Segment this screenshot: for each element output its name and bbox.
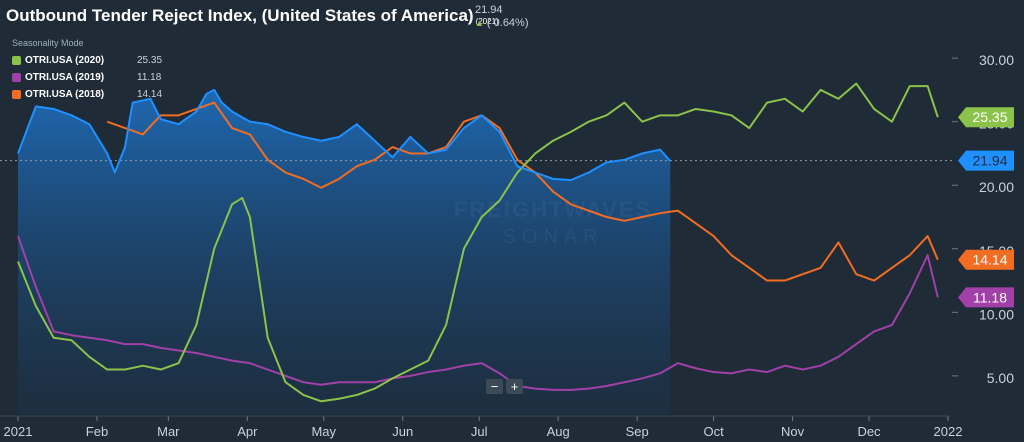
series-line-otri-usa-2020	[17, 82, 939, 403]
end-value-tag-bg	[958, 287, 1014, 308]
x-tick-label: 2022	[934, 424, 963, 439]
x-tick-label: Jun	[392, 424, 413, 439]
end-value-tag: 14.14	[958, 249, 1014, 270]
legend-name: OTRI.USA (2020)	[25, 55, 105, 66]
x-tick-label: Mar	[157, 424, 180, 439]
seasonality-mode-label: Seasonality Mode	[12, 38, 84, 48]
chart-title-year: (2021)	[475, 17, 499, 26]
x-tick-label: May	[311, 424, 336, 439]
legend-swatch	[12, 90, 21, 99]
legend-value: 25.35	[137, 55, 163, 66]
current-value: 21.94	[475, 4, 503, 16]
y-tick-label: 20.00	[979, 179, 1014, 195]
chart-title-text: Outbound Tender Reject Index, (United St…	[6, 6, 474, 25]
legend-swatch	[12, 56, 21, 65]
legend-item[interactable]: OTRI.USA (2020) 25.35	[12, 52, 162, 69]
end-value-tag: 21.94	[958, 150, 1014, 171]
series-line-otri-usa-2021	[17, 88, 672, 182]
x-tick-label: Oct	[703, 424, 724, 439]
legend: OTRI.USA (2020) 25.35 OTRI.USA (2019) 11.18…	[12, 52, 162, 103]
legend-value: 14.14	[137, 89, 163, 100]
end-value-tag-label: 21.94	[972, 153, 1007, 169]
x-tick-label: Feb	[86, 424, 108, 439]
x-tick-label: Nov	[781, 424, 805, 439]
x-tick-label: Sep	[626, 424, 649, 439]
zoom-out-button[interactable]: −	[486, 379, 503, 394]
x-tick-label: 2021	[4, 424, 33, 439]
end-value-tag-bg	[958, 107, 1014, 128]
end-value-tag: 11.18	[958, 287, 1014, 308]
y-tick-label: 5.00	[987, 370, 1014, 386]
x-tick-label: Apr	[237, 424, 258, 439]
end-value-tag-label: 14.14	[972, 252, 1007, 268]
legend-swatch	[12, 73, 21, 82]
legend-item[interactable]: OTRI.USA (2019) 11.18	[12, 69, 162, 86]
series-line-otri-usa-2018	[106, 101, 939, 282]
chart-title: Outbound Tender Reject Index, (United St…	[6, 6, 499, 26]
x-tick-label: Dec	[857, 424, 881, 439]
x-tick-label: Jul	[471, 424, 488, 439]
zoom-controls: − +	[486, 379, 523, 394]
x-tick-label: Aug	[547, 424, 570, 439]
change-indicator: ▲( 0.64%)	[475, 17, 529, 29]
y-tick-label: 10.00	[979, 306, 1014, 322]
end-value-tag-label: 25.35	[972, 109, 1007, 125]
legend-item[interactable]: OTRI.USA (2018) 14.14	[12, 86, 162, 103]
legend-name: OTRI.USA (2018)	[25, 89, 105, 100]
end-value-tag-bg	[958, 249, 1014, 270]
end-value-tag: 25.35	[958, 107, 1014, 128]
series-line-otri-usa-2019	[17, 235, 939, 391]
y-tick-label: 30.00	[979, 52, 1014, 68]
end-value-tag-label: 11.18	[973, 289, 1007, 305]
end-value-tag-bg	[958, 150, 1014, 171]
legend-name: OTRI.USA (2019)	[25, 72, 105, 83]
change-value: ( 0.64%)	[486, 17, 529, 29]
series-area-2021	[18, 89, 671, 414]
zoom-in-button[interactable]: +	[506, 379, 523, 394]
up-arrow-icon: ▲	[475, 18, 484, 28]
legend-value: 11.18	[137, 72, 162, 83]
